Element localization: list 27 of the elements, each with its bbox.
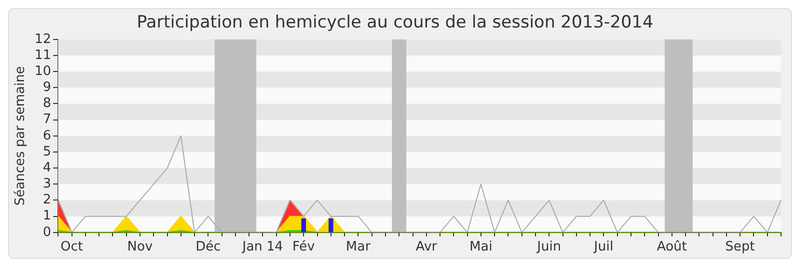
x-tick-label: Fév	[292, 240, 316, 255]
y-tick-label: 0	[42, 224, 52, 240]
x-tick-label: Mar	[346, 240, 372, 255]
x-tick-label: Oct	[60, 240, 84, 255]
y-tick-label: 12	[34, 32, 52, 47]
x-tick-label: Sept	[725, 240, 755, 255]
y-tick-label: 11	[34, 48, 52, 63]
chart-title: Participation en hemicycle au cours de la session 2013-2014	[136, 12, 654, 33]
x-tick-label: Nov	[127, 240, 153, 255]
x-tick-label: Juil	[593, 240, 614, 255]
y-tick-label: 7	[42, 112, 52, 128]
x-tick-label: Déc	[196, 240, 221, 255]
x-tick-label: Mai	[470, 240, 492, 255]
y-tick-label: 10	[34, 64, 52, 79]
x-tick-label: Août	[656, 240, 687, 255]
y-tick-label: 3	[42, 176, 52, 192]
y-axis-title: Séances par semaine	[13, 66, 28, 206]
y-tick-label: 1	[42, 208, 52, 224]
y-tick-label: 6	[42, 128, 52, 144]
y-tick-label: 4	[42, 160, 52, 176]
y-tick-label: 2	[42, 192, 52, 208]
y-tick-label: 5	[42, 144, 52, 160]
y-tick-label: 9	[42, 80, 52, 96]
x-tick-label: Avr	[416, 240, 438, 255]
x-tick-label: Juin	[536, 240, 562, 255]
x-tick-label: Jan 14	[241, 240, 284, 255]
y-tick-label: 8	[42, 96, 52, 112]
